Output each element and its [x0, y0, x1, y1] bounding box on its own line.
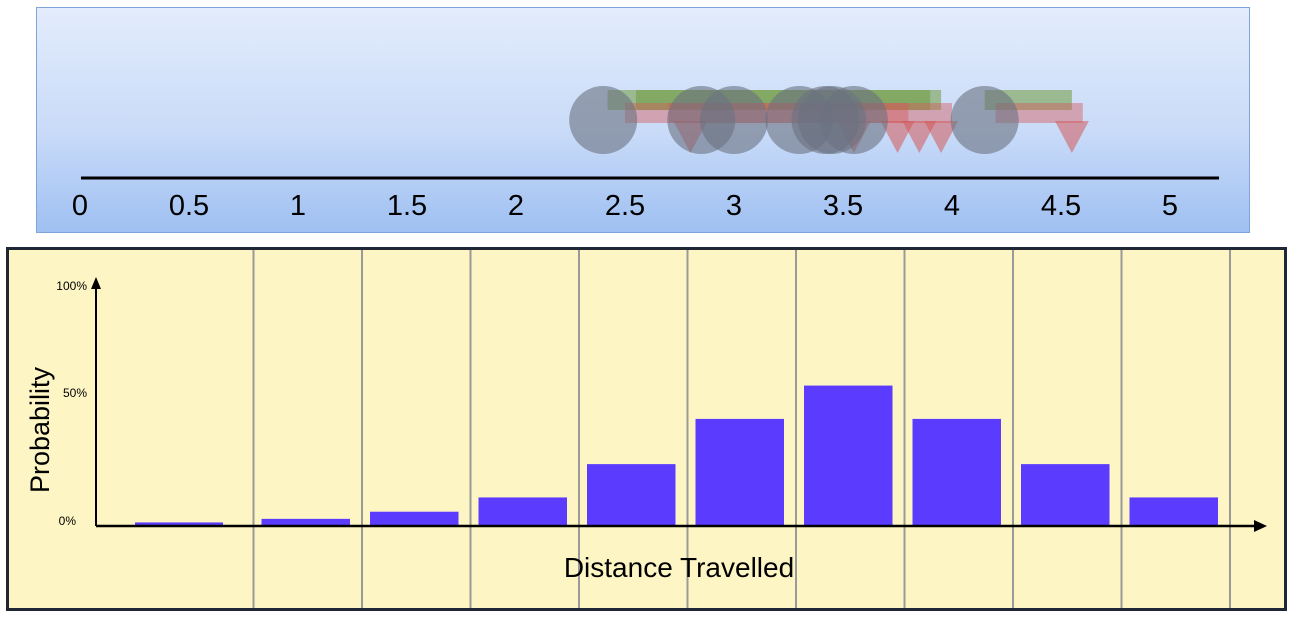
number-line: 0 0.5 1 1.5 2 2.5 3 3.5 4 4.5 5 [72, 86, 1219, 222]
probability-histogram: 100% 50% 0% Probability Distance Travell… [25, 250, 1267, 608]
red-triangle-2 [880, 121, 915, 153]
bar-8 [1021, 464, 1110, 526]
tick-label-3.5: 3.5 [823, 190, 863, 222]
tick-label-2.5: 2.5 [605, 190, 645, 222]
histogram-panel: 100% 50% 0% Probability Distance Travell… [6, 247, 1287, 611]
y-axis-label: Probability [25, 366, 55, 493]
y-tick-label-0: 0% [59, 514, 77, 528]
gray-circle-0 [569, 86, 638, 154]
bar-3 [478, 497, 567, 526]
red-triangle-4 [924, 121, 959, 153]
tick-label-0.5: 0.5 [169, 190, 209, 222]
gray-circle-7 [950, 86, 1019, 154]
y-axis-arrow-icon [91, 277, 101, 289]
y-tick-label-50: 50% [63, 386, 87, 400]
red-triangle-3 [902, 121, 937, 153]
gray-circle-2 [700, 86, 768, 154]
tick-label-5: 5 [1162, 190, 1178, 222]
bar-0 [135, 522, 223, 526]
gray-circle-6 [819, 86, 888, 154]
tick-label-1: 1 [290, 190, 306, 222]
y-tick-label-100: 100% [56, 279, 87, 293]
tick-label-4: 4 [944, 190, 960, 222]
tick-label-3: 3 [726, 190, 742, 222]
red-triangle-5 [1054, 121, 1089, 153]
bar-2 [370, 511, 459, 526]
x-axis-arrow-icon [1254, 520, 1267, 532]
tick-label-0: 0 [72, 190, 88, 222]
bar-6 [804, 385, 893, 526]
bar-7 [912, 418, 1001, 526]
bar-9 [1129, 497, 1218, 526]
bar-1 [261, 518, 350, 526]
tick-label-1.5: 1.5 [387, 190, 427, 222]
number-line-panel: 0 0.5 1 1.5 2 2.5 3 3.5 4 4.5 5 [36, 7, 1250, 233]
x-axis-label: Distance Travelled [564, 552, 794, 583]
grid-lines [252, 250, 1231, 608]
tick-label-2: 2 [508, 190, 524, 222]
tick-label-4.5: 4.5 [1041, 190, 1081, 222]
bar-4 [587, 464, 676, 526]
bars [135, 385, 1218, 526]
bar-5 [695, 418, 784, 526]
